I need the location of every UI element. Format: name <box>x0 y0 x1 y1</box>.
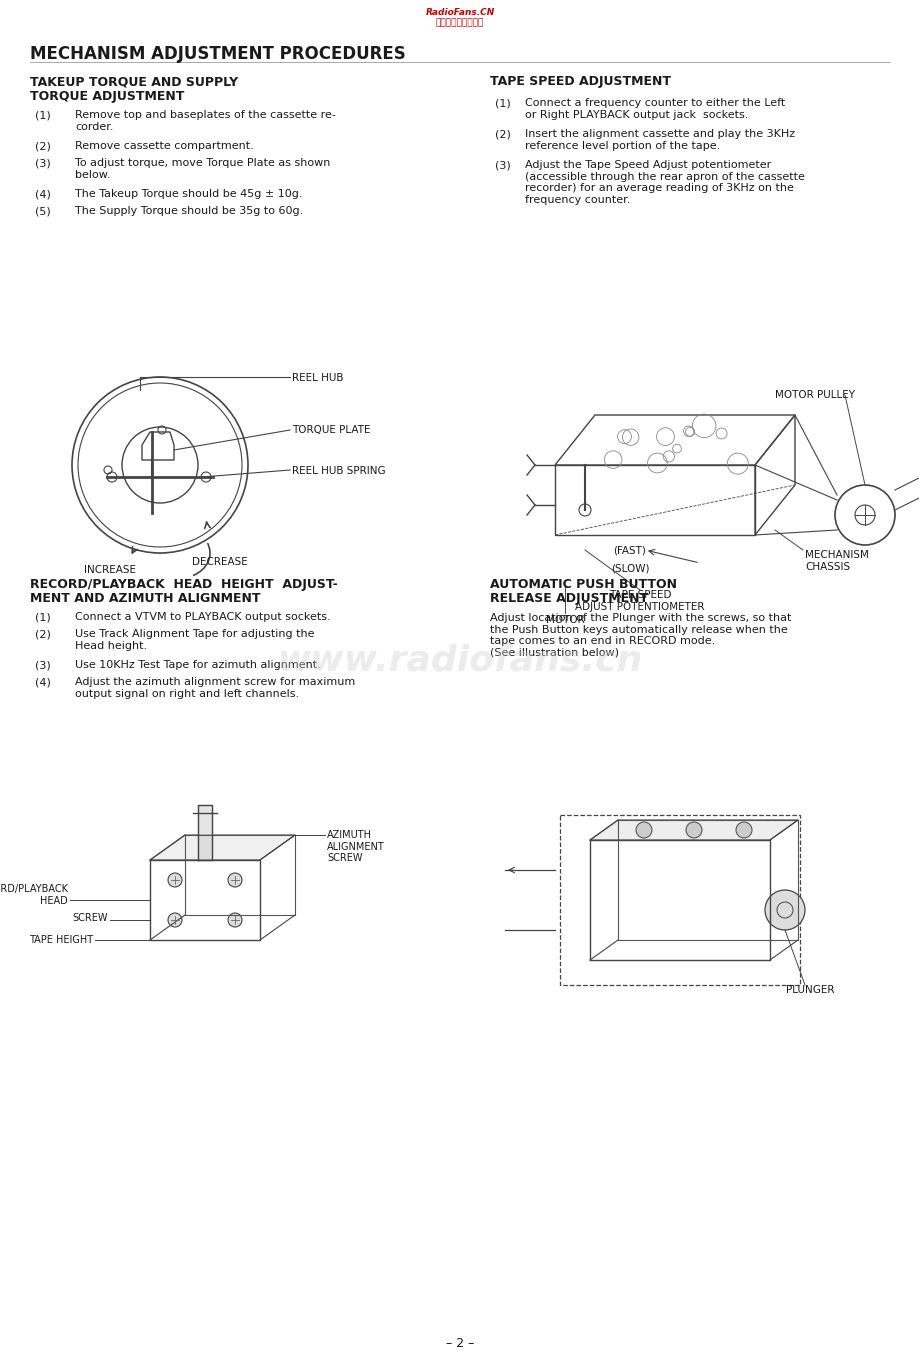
Text: RECORD/PLAYBACK  HEAD  HEIGHT  ADJUST-: RECORD/PLAYBACK HEAD HEIGHT ADJUST- <box>30 578 337 590</box>
Circle shape <box>765 890 804 930</box>
Text: MECHANISM ADJUSTMENT PROCEDURES: MECHANISM ADJUSTMENT PROCEDURES <box>30 45 405 63</box>
Polygon shape <box>589 821 797 840</box>
Text: DECREASE: DECREASE <box>192 558 247 567</box>
Text: The Supply Torque should be 35g to 60g.: The Supply Torque should be 35g to 60g. <box>75 206 303 216</box>
Text: MENT AND AZIMUTH ALIGNMENT: MENT AND AZIMUTH ALIGNMENT <box>30 592 260 606</box>
Text: Adjust the Tape Speed Adjust potentiometer
(accessible through the rear apron of: Adjust the Tape Speed Adjust potentiomet… <box>525 160 804 204</box>
Polygon shape <box>198 806 211 860</box>
Text: MOTOR PULLEY: MOTOR PULLEY <box>774 390 854 400</box>
Bar <box>560 815 800 985</box>
Text: REEL HUB SPRING: REEL HUB SPRING <box>291 466 385 475</box>
Text: AUTOMATIC PUSH BUTTON: AUTOMATIC PUSH BUTTON <box>490 578 676 590</box>
Text: RadioFans.CN: RadioFans.CN <box>425 8 494 16</box>
Text: Remove top and baseplates of the cassette re-
corder.: Remove top and baseplates of the cassett… <box>75 110 335 132</box>
Text: – 2 –: – 2 – <box>446 1337 473 1349</box>
Text: Adjust location of the Plunger with the screws, so that
the Push Button keys aut: Adjust location of the Plunger with the … <box>490 612 790 658</box>
Text: Insert the alignment cassette and play the 3KHz
reference level portion of the t: Insert the alignment cassette and play t… <box>525 129 794 151</box>
Text: Connect a frequency counter to either the Left
or Right PLAYBACK output jack  so: Connect a frequency counter to either th… <box>525 99 785 119</box>
Circle shape <box>686 822 701 838</box>
Text: (3): (3) <box>35 660 51 670</box>
Text: SCREW: SCREW <box>73 912 108 923</box>
Text: (1): (1) <box>494 99 510 108</box>
Text: Connect a VTVM to PLAYBACK output sockets.: Connect a VTVM to PLAYBACK output socket… <box>75 612 330 622</box>
Text: Adjust the azimuth alignment screw for maximum
output signal on right and left c: Adjust the azimuth alignment screw for m… <box>75 677 355 699</box>
Text: (SLOW): (SLOW) <box>610 563 649 573</box>
Circle shape <box>168 912 182 927</box>
Circle shape <box>735 822 751 838</box>
Text: (1): (1) <box>35 612 51 622</box>
Text: MECHANISM
CHASSIS: MECHANISM CHASSIS <box>804 549 868 571</box>
Text: (5): (5) <box>35 206 51 216</box>
Text: (4): (4) <box>35 677 51 686</box>
Text: REEL HUB: REEL HUB <box>291 373 343 384</box>
Text: RECORD/PLAYBACK
HEAD: RECORD/PLAYBACK HEAD <box>0 884 68 906</box>
Text: TAPE SPEED ADJUSTMENT: TAPE SPEED ADJUSTMENT <box>490 75 670 88</box>
Text: (2): (2) <box>35 629 51 638</box>
Text: Use Track Alignment Tape for adjusting the
Head height.: Use Track Alignment Tape for adjusting t… <box>75 629 314 651</box>
Circle shape <box>168 873 182 886</box>
Text: Remove cassette compartment.: Remove cassette compartment. <box>75 141 254 151</box>
Text: 收音机最好者资料库: 收音机最好者资料库 <box>436 18 483 27</box>
Text: RELEASE ADJUSTMENT: RELEASE ADJUSTMENT <box>490 592 647 606</box>
Text: TORQUE PLATE: TORQUE PLATE <box>291 425 370 436</box>
Text: TORQUE ADJUSTMENT: TORQUE ADJUSTMENT <box>30 90 184 103</box>
Circle shape <box>228 912 242 927</box>
Text: (3): (3) <box>35 158 51 169</box>
Circle shape <box>228 873 242 886</box>
Text: (1): (1) <box>35 110 51 121</box>
Text: AZIMUTH
ALIGNMENT
SCREW: AZIMUTH ALIGNMENT SCREW <box>326 830 384 863</box>
Text: The Takeup Torque should be 45g ± 10g.: The Takeup Torque should be 45g ± 10g. <box>75 189 302 199</box>
Text: TAPE SPEED
ADJUST POTENTIOMETER: TAPE SPEED ADJUST POTENTIOMETER <box>574 590 704 611</box>
Text: INCREASE: INCREASE <box>84 564 136 575</box>
Text: PLUNGER: PLUNGER <box>785 985 834 995</box>
Text: TAPE HEIGHT: TAPE HEIGHT <box>28 934 93 945</box>
Text: To adjust torque, move Torque Plate as shown
below.: To adjust torque, move Torque Plate as s… <box>75 158 330 179</box>
Text: (FAST): (FAST) <box>613 545 646 555</box>
Text: (3): (3) <box>494 160 510 170</box>
Text: TAKEUP TORQUE AND SUPPLY: TAKEUP TORQUE AND SUPPLY <box>30 75 238 88</box>
Text: MOTOR: MOTOR <box>545 615 584 625</box>
Text: (4): (4) <box>35 189 51 199</box>
Polygon shape <box>150 834 295 860</box>
Text: Use 10KHz Test Tape for azimuth alignment.: Use 10KHz Test Tape for azimuth alignmen… <box>75 660 321 670</box>
Text: (2): (2) <box>494 129 510 138</box>
Text: www.radiofans.cn: www.radiofans.cn <box>277 643 642 677</box>
Circle shape <box>635 822 652 838</box>
Text: (2): (2) <box>35 141 51 151</box>
